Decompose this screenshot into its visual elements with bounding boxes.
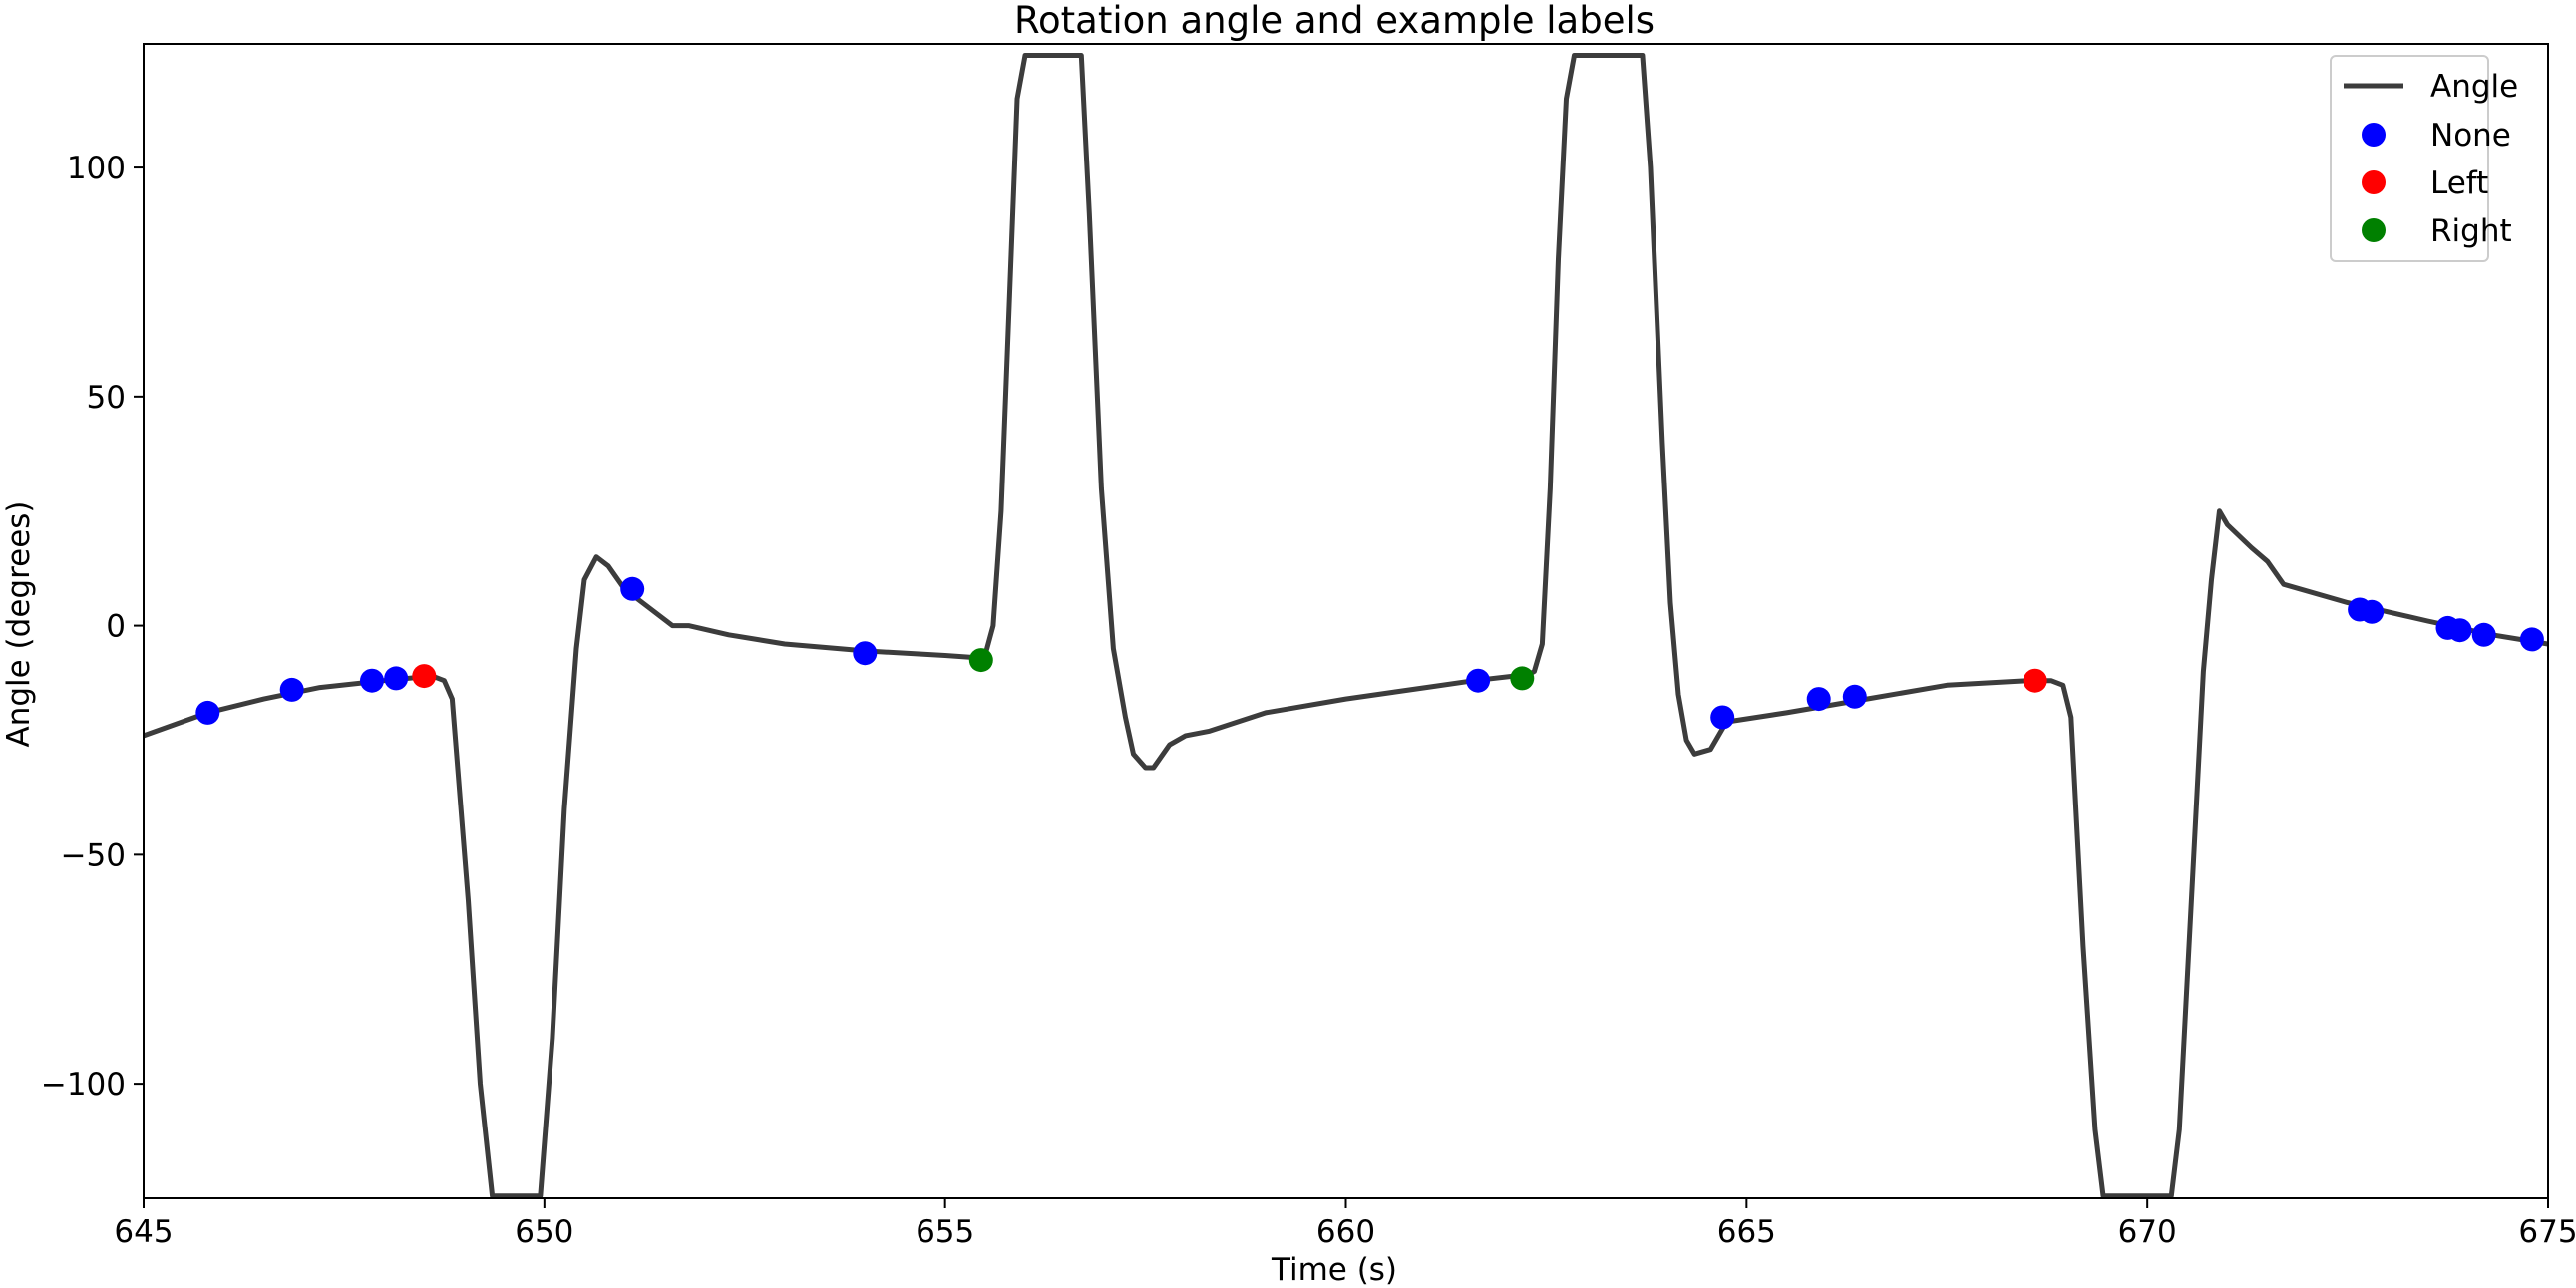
point-none [384, 666, 409, 691]
legend-none-label: None [2430, 118, 2511, 154]
x-axis-label: Time (s) [1271, 1252, 1397, 1288]
point-none [2471, 622, 2496, 647]
legend-right-label: Right [2430, 213, 2512, 249]
y-tick-label: −50 [61, 837, 126, 873]
point-left [412, 664, 437, 689]
y-axis-label: Angle (degrees) [1, 500, 37, 747]
point-none [2360, 599, 2385, 624]
point-none [1842, 684, 1867, 709]
legend-none-marker [2362, 123, 2386, 147]
point-none [1710, 705, 1735, 730]
point-none [853, 641, 878, 666]
plot-frame [143, 43, 2549, 1199]
legend-left-label: Left [2430, 165, 2488, 201]
legend-left-marker [2362, 170, 2386, 194]
point-none [2447, 618, 2472, 643]
point-right [1510, 666, 1535, 691]
point-none [2519, 627, 2544, 652]
chart-title: Rotation angle and example labels [1014, 0, 1655, 42]
point-none [1806, 687, 1831, 712]
point-none [279, 677, 304, 702]
x-tick-label: 655 [916, 1214, 974, 1250]
x-tick-label: 670 [2118, 1214, 2177, 1250]
axes: 645 650 655 660 665 670 675 100 50 0 −50 −100 [41, 151, 2576, 1250]
y-tick-label: 50 [87, 380, 126, 416]
y-tick-label: 0 [106, 609, 126, 645]
point-none [360, 668, 384, 693]
x-tick-label: 675 [2518, 1214, 2576, 1250]
point-none [620, 576, 645, 601]
plot-area [144, 53, 2548, 1198]
legend-box [2330, 55, 2489, 262]
x-tick-label: 650 [515, 1214, 573, 1250]
legend-right-marker [2362, 218, 2386, 242]
point-none [1466, 668, 1491, 693]
legend-angle-label: Angle [2430, 69, 2518, 105]
point-right [968, 648, 993, 673]
x-tick-label: 660 [1316, 1214, 1375, 1250]
y-tick-label: 100 [67, 151, 126, 186]
point-none [195, 700, 220, 725]
legend: Angle None Left Right [2330, 55, 2518, 262]
x-tick-label: 645 [114, 1214, 173, 1250]
angle-series-line [144, 53, 2548, 1198]
x-tick-label: 665 [1717, 1214, 1776, 1250]
y-tick-label: −100 [41, 1067, 126, 1103]
point-left [2023, 668, 2047, 693]
